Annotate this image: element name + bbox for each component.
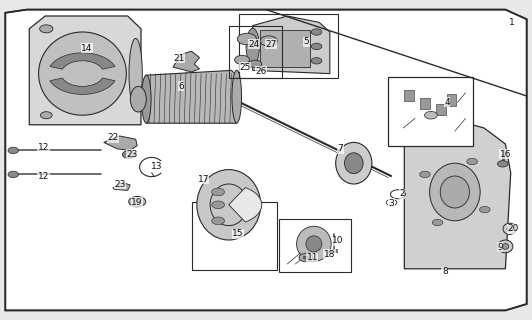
Polygon shape [404,120,511,269]
FancyBboxPatch shape [447,94,456,106]
Circle shape [497,161,508,167]
Text: 24: 24 [248,40,260,49]
Circle shape [237,33,256,45]
Ellipse shape [345,153,363,173]
Text: 10: 10 [332,236,344,245]
Circle shape [212,217,225,225]
FancyBboxPatch shape [331,249,337,252]
Circle shape [425,111,437,119]
Polygon shape [173,51,200,72]
Ellipse shape [38,32,127,115]
Circle shape [235,55,250,64]
Wedge shape [50,78,115,94]
FancyBboxPatch shape [404,90,414,101]
Ellipse shape [503,223,516,234]
Text: 9: 9 [497,243,503,252]
Ellipse shape [430,163,480,221]
Circle shape [311,43,322,50]
Text: 13: 13 [151,162,163,171]
Text: 15: 15 [232,229,244,238]
Ellipse shape [502,244,509,249]
Ellipse shape [507,227,512,231]
Text: 22: 22 [107,133,119,142]
Polygon shape [388,77,473,146]
Text: 26: 26 [255,67,267,76]
Text: 16: 16 [500,150,511,159]
Text: 12: 12 [38,172,49,180]
Circle shape [134,200,140,204]
Text: 11: 11 [306,253,318,262]
Ellipse shape [232,70,242,123]
Circle shape [8,171,19,178]
Polygon shape [29,16,141,125]
Text: 2: 2 [400,189,405,198]
Text: 23: 23 [114,180,126,188]
Text: 7: 7 [338,144,343,153]
Circle shape [420,171,430,178]
Text: 25: 25 [239,63,251,72]
Ellipse shape [129,38,143,109]
Wedge shape [50,53,115,69]
Text: 6: 6 [178,82,184,91]
Polygon shape [5,10,527,310]
Polygon shape [192,202,277,270]
Text: 21: 21 [173,54,185,63]
Ellipse shape [336,142,372,184]
Text: 4: 4 [444,98,450,107]
FancyBboxPatch shape [260,30,310,67]
Polygon shape [146,70,237,123]
Text: 8: 8 [442,268,447,276]
Text: 12: 12 [38,143,49,152]
Ellipse shape [130,86,146,112]
Circle shape [479,206,490,213]
Text: 20: 20 [507,224,519,233]
Circle shape [212,201,225,209]
Circle shape [311,58,322,64]
Circle shape [467,158,478,165]
Text: 1: 1 [509,18,514,27]
Text: 17: 17 [197,175,209,184]
Circle shape [260,36,277,46]
Text: 5: 5 [304,37,309,46]
Circle shape [299,253,313,262]
Polygon shape [113,182,130,190]
Circle shape [129,196,146,207]
Circle shape [122,151,135,158]
Ellipse shape [142,75,151,123]
Text: 14: 14 [81,44,93,52]
Wedge shape [229,188,262,222]
Text: 3: 3 [389,199,394,208]
Circle shape [8,147,19,154]
Circle shape [432,219,443,226]
Ellipse shape [246,28,259,65]
Text: 18: 18 [323,250,335,259]
FancyBboxPatch shape [436,104,446,115]
Circle shape [249,60,262,68]
Circle shape [212,188,225,196]
FancyBboxPatch shape [420,98,430,109]
Ellipse shape [440,176,469,208]
Polygon shape [279,219,351,272]
Circle shape [303,256,309,259]
Ellipse shape [39,25,53,33]
Ellipse shape [197,170,261,240]
Ellipse shape [498,240,513,253]
Ellipse shape [296,226,331,261]
Text: 19: 19 [131,198,143,207]
Text: 27: 27 [265,40,277,49]
Circle shape [311,29,322,35]
Text: 23: 23 [126,150,138,159]
Polygon shape [253,16,330,74]
Ellipse shape [40,112,52,119]
Ellipse shape [306,236,322,252]
Polygon shape [104,136,137,150]
